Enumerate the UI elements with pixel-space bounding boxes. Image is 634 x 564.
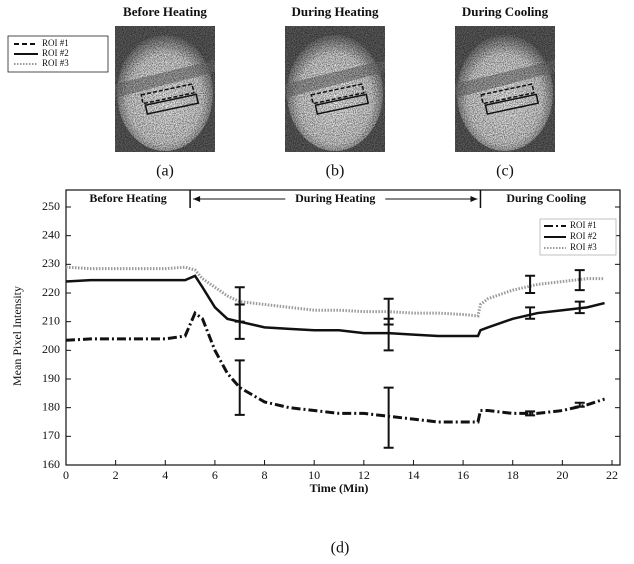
- roi-box: [140, 83, 195, 105]
- plot-frame: [65, 189, 621, 466]
- legend-label: ROI #1: [42, 38, 69, 48]
- x-tick-label: 8: [262, 468, 268, 482]
- phase-label: During Heating: [295, 191, 375, 205]
- roi-box: [148, 103, 203, 123]
- y-axis-label: Mean Pixel Intensity: [10, 286, 24, 386]
- panel-label: (b): [326, 163, 345, 180]
- error-bar: [525, 274, 536, 294]
- arrow-head: [193, 196, 201, 202]
- roi-box: [314, 93, 370, 115]
- x-tick-label: 6: [212, 468, 218, 482]
- phase-label: During Cooling: [506, 191, 586, 205]
- y-tick-label: 170: [42, 428, 60, 442]
- y-tick-label: 250: [42, 199, 60, 213]
- arrow-head: [470, 196, 478, 202]
- legend-label: ROI #2: [570, 231, 597, 241]
- error-bar: [525, 306, 536, 320]
- x-tick-label: 12: [358, 468, 370, 482]
- y-tick-label: 200: [42, 342, 60, 356]
- roi-box: [484, 93, 540, 115]
- error-bar: [383, 297, 394, 326]
- panel-legend: ROI #1 ROI #2 ROI #3: [7, 35, 109, 73]
- roi-box: [318, 103, 373, 123]
- roi-boxes: [310, 83, 373, 123]
- y-tick-label: 240: [42, 227, 60, 241]
- roi-boxes: [140, 83, 203, 123]
- legend-label: ROI #3: [42, 58, 69, 68]
- y-tick-label: 180: [42, 399, 60, 413]
- roi-box: [480, 83, 535, 105]
- y-tick-label: 210: [42, 313, 60, 327]
- legend-label: ROI #1: [570, 220, 597, 230]
- legend-label: ROI #3: [570, 242, 597, 252]
- x-axis-label: Time (Min): [310, 481, 369, 495]
- x-tick-label: 22: [606, 468, 618, 482]
- y-tick-label: 230: [42, 256, 60, 270]
- panel-title: Before Heating: [123, 4, 207, 19]
- phase-label: Before Heating: [89, 191, 166, 205]
- series-line: [65, 265, 605, 318]
- panel-label: (c): [496, 163, 514, 180]
- roi-box: [144, 93, 200, 115]
- panel-title: During Heating: [291, 4, 379, 19]
- error-bar: [234, 359, 245, 416]
- roi-box: [310, 83, 365, 105]
- series-line: [65, 310, 606, 424]
- panel-label: (d): [331, 540, 350, 557]
- y-tick-label: 190: [42, 371, 60, 385]
- panel-label: (a): [156, 163, 174, 180]
- image-panels: Before Heating (a) During Heating (b) During…: [115, 4, 555, 180]
- x-tick-label: 2: [113, 468, 119, 482]
- error-bar: [574, 300, 585, 315]
- x-tick-label: 4: [162, 468, 168, 482]
- panel-title: During Cooling: [462, 4, 549, 19]
- error-bar: [574, 401, 585, 408]
- error-bar: [383, 386, 394, 449]
- error-bar: [574, 269, 585, 292]
- roi-box: [488, 103, 543, 123]
- x-tick-label: 10: [308, 468, 320, 482]
- series-line: [65, 274, 605, 338]
- x-tick-label: 0: [63, 468, 69, 482]
- x-tick-label: 20: [556, 468, 568, 482]
- roi-boxes: [480, 83, 543, 123]
- error-bar: [234, 286, 245, 323]
- x-tick-label: 18: [507, 468, 519, 482]
- x-tick-label: 16: [457, 468, 469, 482]
- error-bar: [525, 410, 536, 417]
- y-tick-label: 160: [42, 457, 60, 471]
- chart: 160 170 180 190 200 210 220 230 240 250 0 2 4 6 8 10 12 1…: [10, 189, 621, 495]
- y-tick-label: 220: [42, 285, 60, 299]
- legend-label: ROI #2: [42, 48, 69, 58]
- x-tick-label: 14: [407, 468, 419, 482]
